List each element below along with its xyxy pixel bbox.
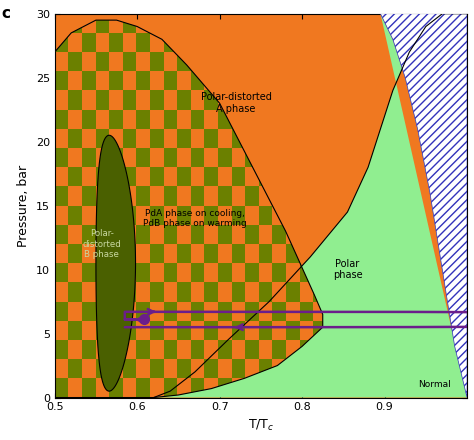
Polygon shape <box>55 20 323 397</box>
X-axis label: T/T$_c$: T/T$_c$ <box>248 418 274 433</box>
Polygon shape <box>96 135 136 391</box>
Text: c: c <box>1 6 10 21</box>
Text: Polar-distorted
A phase: Polar-distorted A phase <box>201 92 272 114</box>
Text: Polar-
distorted
B phase: Polar- distorted B phase <box>82 229 121 259</box>
Text: PdA phase on cooling,
PdB phase on warming: PdA phase on cooling, PdB phase on warmi… <box>143 209 247 228</box>
Polygon shape <box>381 14 467 397</box>
Polygon shape <box>55 20 323 397</box>
Text: Polar
phase: Polar phase <box>333 259 362 280</box>
Text: Normal: Normal <box>418 380 450 389</box>
Y-axis label: Pressure, bar: Pressure, bar <box>17 165 30 247</box>
Polygon shape <box>154 14 467 397</box>
